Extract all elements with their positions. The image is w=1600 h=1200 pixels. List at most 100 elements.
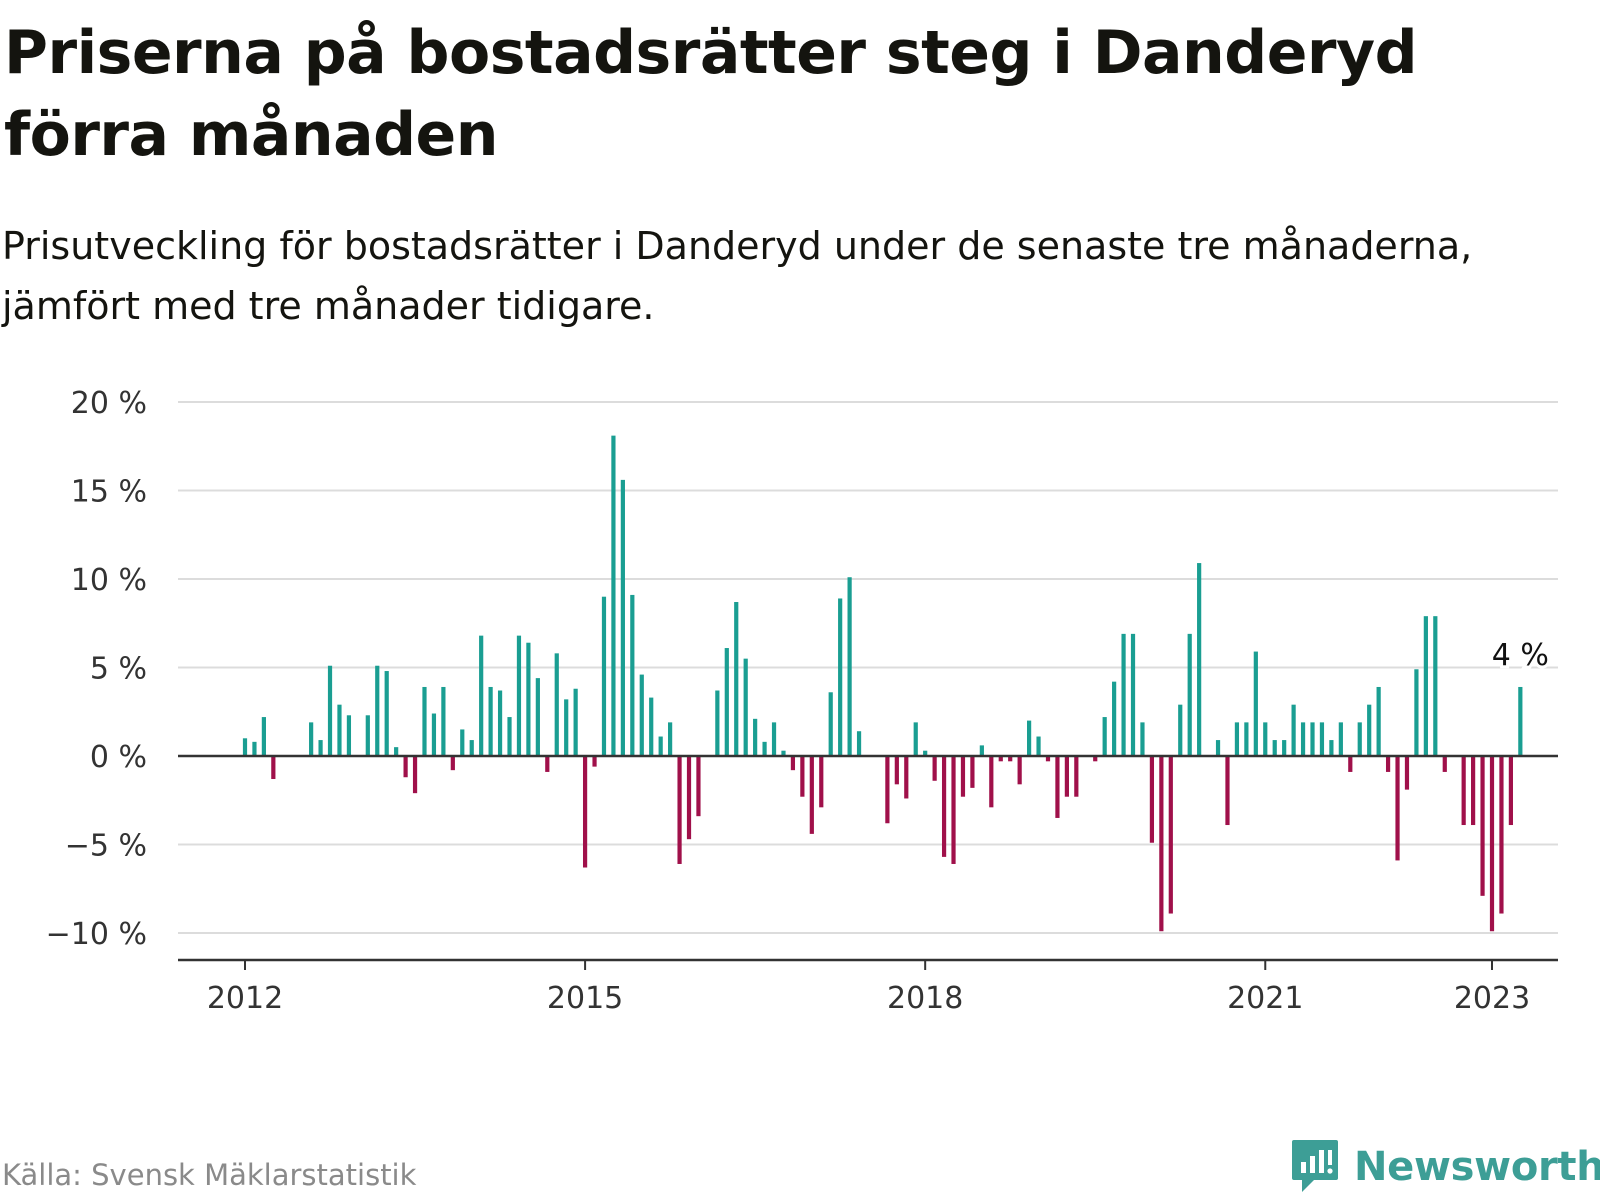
annotations: 4 % xyxy=(1489,635,1552,676)
bar xyxy=(1159,756,1164,932)
bar xyxy=(941,756,947,857)
bar xyxy=(1423,616,1428,756)
bar xyxy=(970,756,975,788)
y-tick-label: 15 % xyxy=(71,475,147,510)
bar xyxy=(885,756,890,824)
bar xyxy=(1112,681,1117,756)
bar xyxy=(724,648,729,756)
bar xyxy=(1263,722,1268,756)
y-tick-label: −10 % xyxy=(46,917,147,952)
bar xyxy=(951,756,956,864)
bar xyxy=(592,756,597,767)
bar xyxy=(753,718,758,756)
bar xyxy=(686,756,692,840)
bar xyxy=(979,745,984,756)
bar xyxy=(469,740,474,756)
bar xyxy=(1499,756,1504,914)
bar xyxy=(516,635,522,756)
bar xyxy=(1480,756,1485,896)
bar xyxy=(1008,756,1013,762)
bar xyxy=(1178,704,1183,756)
bar xyxy=(573,688,578,756)
bar xyxy=(1310,722,1315,756)
bar xyxy=(734,602,739,756)
bar xyxy=(715,690,720,756)
bar xyxy=(932,756,937,781)
bar xyxy=(394,747,399,756)
bar xyxy=(526,642,531,756)
x-tick-label: 2023 xyxy=(1454,981,1530,1016)
bar xyxy=(1244,722,1249,756)
bar xyxy=(1272,740,1277,756)
bar xyxy=(1093,756,1098,762)
bar xyxy=(1471,756,1476,826)
bar xyxy=(1348,756,1353,772)
bar xyxy=(649,697,654,756)
bar xyxy=(620,479,625,756)
bar xyxy=(1140,722,1145,756)
bar xyxy=(365,715,370,756)
bar xyxy=(318,740,323,756)
bar xyxy=(479,635,484,756)
bar xyxy=(743,658,748,756)
bar xyxy=(488,686,493,756)
bar xyxy=(1215,740,1221,756)
bar xyxy=(923,750,928,756)
bar xyxy=(790,756,796,771)
bar xyxy=(1102,717,1107,756)
bar xyxy=(431,713,437,756)
bar xyxy=(819,756,824,808)
bar xyxy=(337,704,342,756)
chart-subtitle: Prisutveckling för bostadsrätter i Dande… xyxy=(2,224,1473,328)
bar xyxy=(441,686,446,756)
x-tick-label: 2018 xyxy=(887,981,963,1016)
bar xyxy=(545,756,550,772)
bar xyxy=(1045,756,1051,762)
bar xyxy=(327,665,333,756)
bar xyxy=(1282,740,1287,756)
bar xyxy=(460,729,465,756)
bar xyxy=(346,715,352,756)
bar xyxy=(1367,704,1372,756)
x-tick-label: 2015 xyxy=(547,981,623,1016)
y-tick-label: 20 % xyxy=(71,386,147,421)
y-axis-ticks: −10 % −5 % 0 % 5 % 10 % 15 % 20 % xyxy=(46,386,147,952)
bar xyxy=(450,756,455,771)
bar xyxy=(1253,651,1258,756)
bar xyxy=(800,756,805,797)
bar xyxy=(696,756,701,817)
bar xyxy=(1414,669,1419,756)
bar xyxy=(1329,740,1334,756)
bar xyxy=(904,756,909,799)
bar xyxy=(838,598,843,756)
bar xyxy=(960,756,966,797)
bars xyxy=(242,435,1523,932)
brand-logo[interactable]: Newsworthy xyxy=(1290,1138,1600,1196)
bar xyxy=(412,756,418,794)
bar xyxy=(1055,756,1060,818)
bar xyxy=(535,678,540,756)
bar xyxy=(1291,704,1296,756)
bar xyxy=(554,653,559,756)
y-tick-label: 5 % xyxy=(90,652,147,687)
bar xyxy=(1489,756,1495,932)
bar xyxy=(384,671,389,756)
bar xyxy=(403,756,408,778)
bar xyxy=(1149,756,1155,843)
bar xyxy=(1404,756,1410,790)
x-tick-label: 2021 xyxy=(1227,981,1303,1016)
x-tick-label: 2012 xyxy=(207,981,283,1016)
bar xyxy=(1300,722,1306,756)
bar xyxy=(309,722,314,756)
bar xyxy=(828,692,833,756)
bar xyxy=(582,756,588,868)
bar xyxy=(998,756,1003,762)
bar xyxy=(1036,736,1041,756)
newsworthy-logo-icon xyxy=(1292,1140,1338,1192)
bar xyxy=(1027,720,1032,756)
y-tick-label: 0 % xyxy=(90,740,147,775)
y-tick-label: −5 % xyxy=(65,829,147,864)
bar xyxy=(809,756,814,834)
bar xyxy=(989,756,994,808)
bar xyxy=(913,722,918,756)
